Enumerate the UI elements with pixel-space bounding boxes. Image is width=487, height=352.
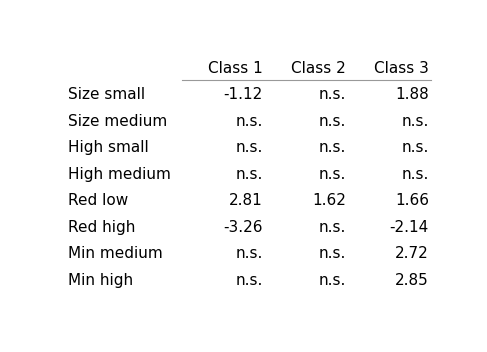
Text: n.s.: n.s. (235, 140, 263, 155)
Text: n.s.: n.s. (235, 166, 263, 182)
Text: High medium: High medium (68, 166, 171, 182)
Text: Class 2: Class 2 (291, 61, 346, 76)
Text: -1.12: -1.12 (224, 87, 263, 102)
Text: 2.85: 2.85 (395, 273, 429, 288)
Text: Red high: Red high (68, 220, 136, 235)
Text: n.s.: n.s. (318, 140, 346, 155)
Text: n.s.: n.s. (318, 273, 346, 288)
Text: Size medium: Size medium (68, 114, 168, 128)
Text: n.s.: n.s. (235, 114, 263, 128)
Text: 1.62: 1.62 (312, 193, 346, 208)
Text: Red low: Red low (68, 193, 129, 208)
Text: n.s.: n.s. (318, 166, 346, 182)
Text: 2.72: 2.72 (395, 246, 429, 261)
Text: n.s.: n.s. (401, 166, 429, 182)
Text: n.s.: n.s. (401, 140, 429, 155)
Text: Size small: Size small (68, 87, 146, 102)
Text: n.s.: n.s. (401, 114, 429, 128)
Text: Min medium: Min medium (68, 246, 163, 261)
Text: 1.66: 1.66 (395, 193, 429, 208)
Text: 1.88: 1.88 (395, 87, 429, 102)
Text: n.s.: n.s. (318, 246, 346, 261)
Text: n.s.: n.s. (318, 114, 346, 128)
Text: Class 3: Class 3 (374, 61, 429, 76)
Text: n.s.: n.s. (235, 246, 263, 261)
Text: n.s.: n.s. (235, 273, 263, 288)
Text: 2.81: 2.81 (229, 193, 263, 208)
Text: Min high: Min high (68, 273, 133, 288)
Text: High small: High small (68, 140, 149, 155)
Text: n.s.: n.s. (318, 87, 346, 102)
Text: Class 1: Class 1 (208, 61, 263, 76)
Text: n.s.: n.s. (318, 220, 346, 235)
Text: -3.26: -3.26 (224, 220, 263, 235)
Text: -2.14: -2.14 (390, 220, 429, 235)
